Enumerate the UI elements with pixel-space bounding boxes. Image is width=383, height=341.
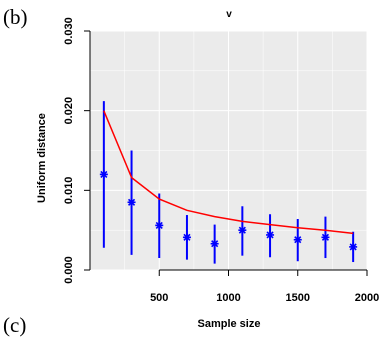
y-tick-label: 0.020: [63, 97, 75, 125]
y-axis-label: Uniform distance: [36, 113, 48, 203]
axes: 0.000 0.010 0.020 0.030 500 1000 1500 2000: [63, 17, 379, 304]
panel-label-c: (c): [3, 313, 26, 337]
data-point: [127, 198, 136, 207]
x-tick-label: 1000: [216, 292, 240, 304]
x-tick-label: 2000: [355, 292, 379, 304]
data-point: [293, 235, 302, 244]
y-tick-label: 0.000: [63, 256, 75, 284]
y-tick-label: 0.010: [63, 177, 75, 205]
points-layer: [99, 170, 358, 251]
data-point: [182, 233, 191, 242]
gridlines: [90, 30, 368, 271]
y-tick-label: 0.030: [63, 17, 75, 45]
data-point: [155, 221, 164, 230]
data-point: [349, 242, 358, 251]
data-point: [266, 230, 275, 239]
curve-series: [103, 110, 354, 235]
data-point: [210, 239, 219, 248]
data-point: [99, 170, 108, 179]
chart-title: v: [226, 9, 232, 20]
x-tick-label: 1500: [286, 292, 310, 304]
panel-label-b: (b): [3, 5, 28, 29]
data-point: [238, 226, 247, 235]
curve-layer: [103, 110, 354, 235]
data-point: [321, 233, 330, 242]
x-tick-label: 500: [150, 292, 168, 304]
x-axis-label: Sample size: [198, 318, 261, 330]
